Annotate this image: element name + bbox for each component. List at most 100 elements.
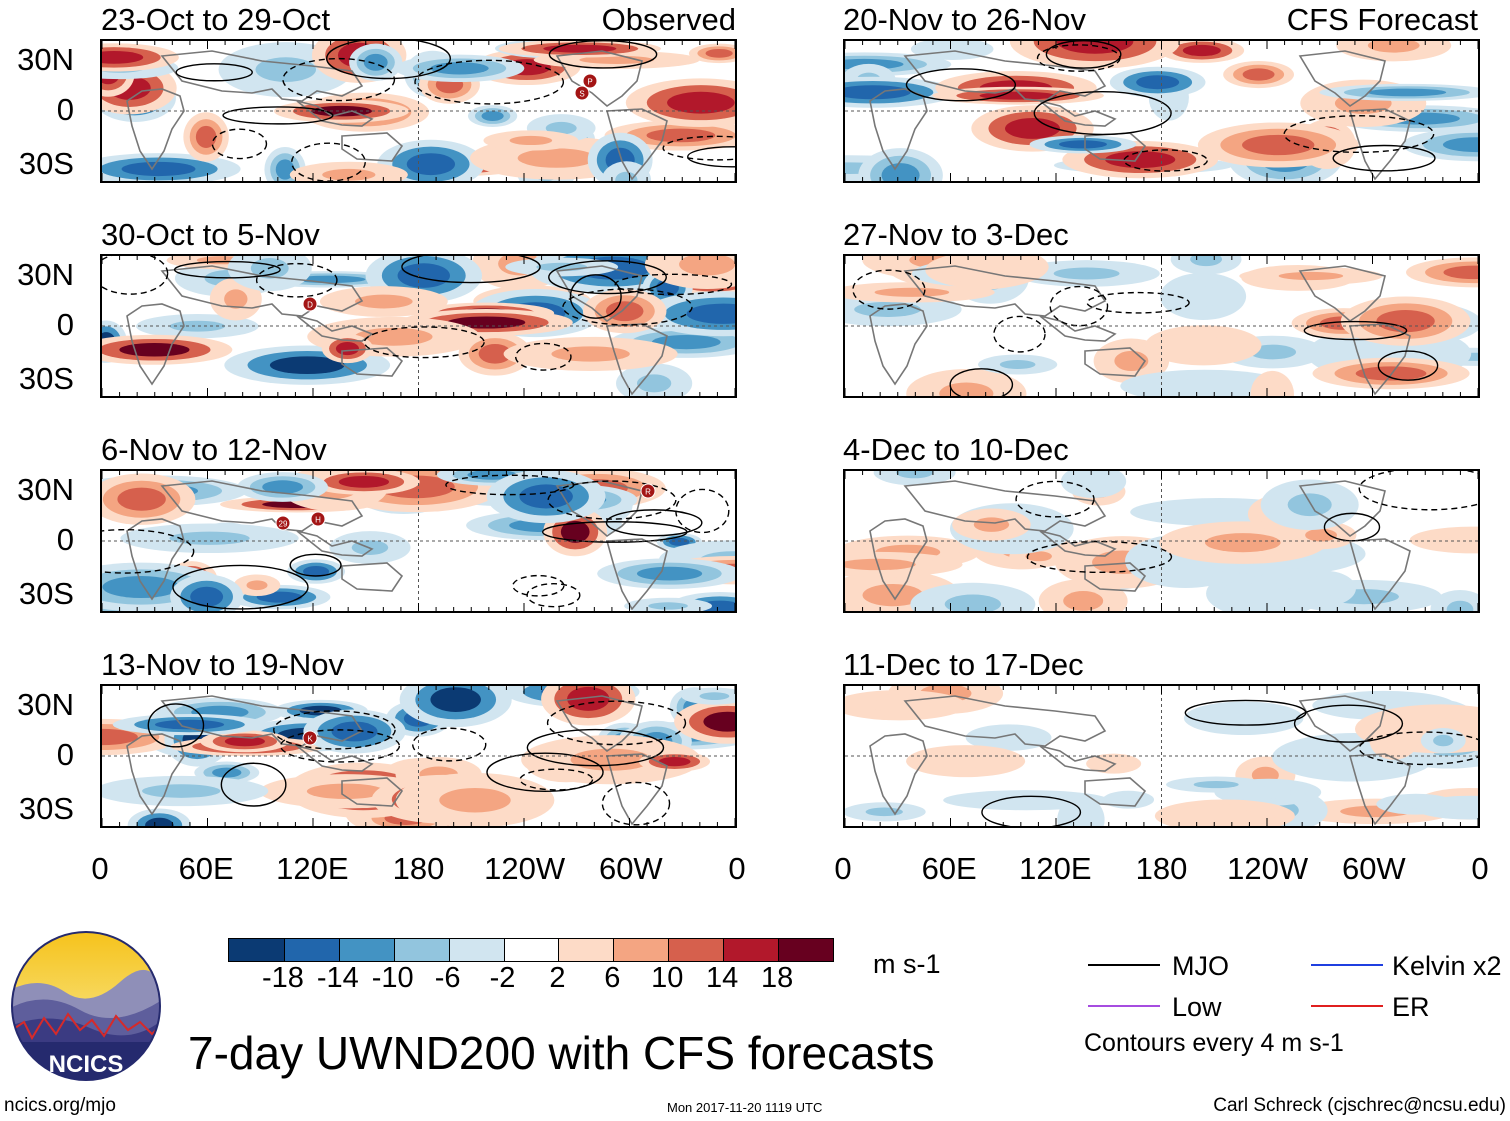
- anomaly-patch: [1025, 551, 1052, 562]
- anomaly-patch: [881, 163, 920, 181]
- anomaly-patch: [1114, 350, 1149, 372]
- mjo-contour: [211, 128, 268, 160]
- anomaly-patch: [1116, 795, 1140, 804]
- mjo-contour: [905, 68, 1017, 102]
- anomaly-patch: [1442, 137, 1478, 153]
- anomaly-patch: [1053, 267, 1120, 280]
- legend-label-kelvin: Kelvin x2: [1392, 951, 1502, 981]
- anomaly-patch: [705, 48, 733, 58]
- mjo-contour: [363, 326, 485, 359]
- mjo-contour: [993, 315, 1046, 353]
- x-tick-label: 60W: [1341, 851, 1406, 886]
- colorbar-cell: [558, 939, 614, 961]
- mjo-contour: [289, 553, 342, 577]
- mjo-contour: [1123, 149, 1208, 172]
- anomaly-patch: [703, 711, 735, 732]
- anomaly-patch: [406, 153, 456, 176]
- contour-note: Contours every 4 m s-1: [1084, 1029, 1344, 1057]
- anomaly-patch: [1382, 732, 1405, 750]
- anomaly-patch: [1242, 134, 1315, 156]
- anomaly-patch: [1136, 75, 1180, 90]
- anomaly-patch: [1105, 151, 1176, 168]
- storm-marker: [574, 85, 590, 101]
- anomaly-patch: [397, 263, 450, 288]
- colorbar-cell: [613, 939, 669, 961]
- anomaly-patch: [669, 537, 690, 546]
- colorbar-cell: [448, 939, 505, 961]
- anomaly-patch: [1367, 41, 1420, 53]
- mjo-contour: [512, 574, 565, 597]
- coastline: [296, 530, 374, 557]
- ncics-logo[interactable]: NCICS: [10, 930, 162, 1082]
- anomaly-patch: [1443, 265, 1478, 280]
- x-tick-label: 60E: [921, 851, 977, 886]
- anomaly-patch: [944, 594, 1001, 611]
- anomaly-patch: [679, 256, 735, 276]
- anomaly-patch: [1287, 493, 1332, 517]
- anomaly-patch: [142, 784, 221, 798]
- x-tick-label: 0: [1471, 851, 1489, 886]
- coastline: [555, 265, 643, 323]
- colorbar-tick-label: 14: [706, 962, 739, 994]
- mjo-contour: [601, 781, 671, 826]
- anomaly-patch: [224, 736, 265, 747]
- mjo-contour: [1358, 471, 1478, 511]
- coastline: [341, 777, 404, 807]
- anomaly-patch: [102, 50, 144, 64]
- anomaly-patch: [869, 698, 930, 713]
- mjo-contour: [1045, 41, 1122, 69]
- anomaly-patch: [651, 334, 721, 350]
- storm-label: K: [307, 735, 313, 744]
- colorbar-tick-label: -2: [489, 962, 516, 994]
- anomaly-patch: [567, 686, 610, 711]
- map-panel: [843, 254, 1480, 398]
- colorbar-tick-label: 18: [760, 962, 794, 994]
- colorbar-cell: [723, 939, 779, 961]
- anomaly-patch: [478, 343, 512, 364]
- mjo-contour: [326, 41, 451, 80]
- y-tick-label: 30S: [18, 791, 74, 826]
- anomaly-patch: [331, 721, 378, 742]
- y-tick-label: 0: [56, 737, 74, 772]
- coastline: [1348, 753, 1411, 826]
- footer-url[interactable]: ncics.org/mjo: [4, 1095, 116, 1116]
- colorbar-cell: [503, 939, 559, 961]
- coastline: [296, 100, 374, 127]
- y-tick-label: 0: [56, 92, 74, 127]
- anomaly-patch: [551, 346, 630, 362]
- x-tick-label: 120W: [1227, 851, 1309, 886]
- storm-label: H: [315, 516, 321, 525]
- mjo-contour: [1049, 285, 1109, 327]
- anomaly-patch: [519, 484, 573, 509]
- anomaly-patch: [1249, 344, 1297, 360]
- mjo-contour: [1377, 350, 1439, 381]
- coastline: [1298, 50, 1386, 108]
- mjo-contour: [175, 63, 253, 82]
- x-tick-label: 0: [728, 851, 746, 886]
- colorbar-cell: [283, 939, 340, 961]
- coastline: [296, 745, 374, 772]
- coastline: [605, 108, 668, 181]
- anomaly-patch: [430, 62, 489, 75]
- anomaly-patch: [939, 382, 994, 396]
- anomaly-patch: [874, 287, 950, 297]
- anomaly-patch: [269, 356, 345, 375]
- storm-marker: [275, 515, 291, 531]
- mjo-contour: [102, 528, 195, 574]
- mjo-contour: [1303, 320, 1408, 341]
- panel-title: 20-Nov to 26-Nov: [843, 2, 1086, 37]
- panel-title: 30-Oct to 5-Nov: [101, 217, 320, 252]
- anomaly-patch: [1183, 285, 1223, 308]
- mjo-contour: [412, 727, 487, 762]
- anomaly-patch: [1216, 710, 1271, 726]
- map-panel: R H 29: [100, 469, 737, 613]
- mjo-contour: [519, 768, 594, 791]
- anomaly-patch: [119, 343, 190, 357]
- storm-label: R: [645, 488, 651, 497]
- figure-title: 7-day UWND200 with CFS forecasts: [188, 1027, 935, 1079]
- storm-label: 29: [279, 520, 288, 529]
- mjo-contour: [675, 488, 730, 534]
- anomaly-patch: [262, 480, 304, 494]
- y-tick-label: 30N: [17, 687, 74, 722]
- anomaly-patch: [338, 475, 390, 488]
